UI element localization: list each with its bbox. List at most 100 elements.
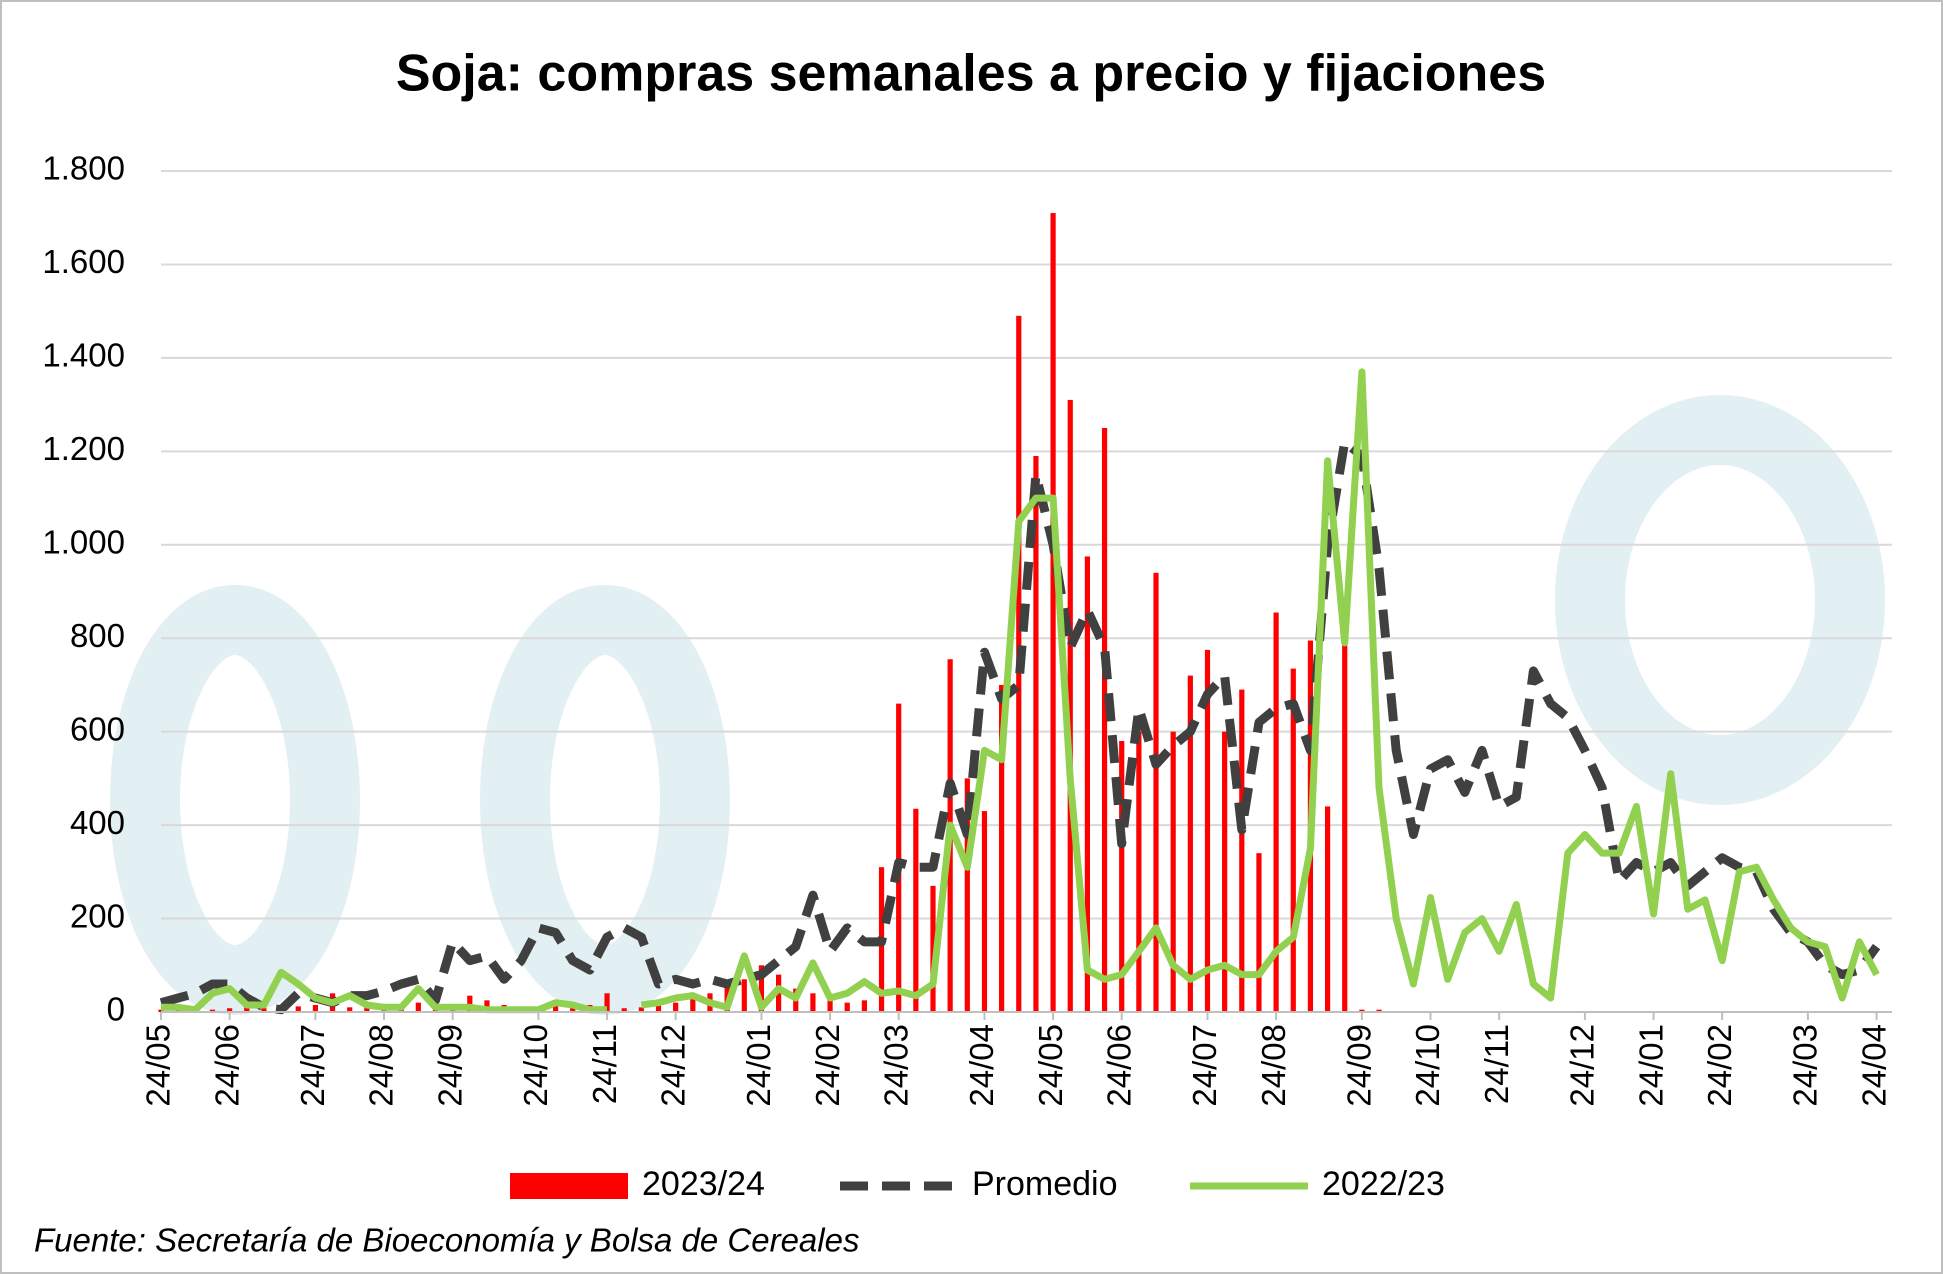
bar xyxy=(913,808,919,1012)
bar xyxy=(175,1009,181,1012)
x-tick-label: 24/04 xyxy=(1855,1024,1892,1107)
bar xyxy=(415,1002,421,1012)
bar xyxy=(1084,556,1091,1012)
bar xyxy=(810,993,816,1012)
bar xyxy=(964,778,970,1012)
bar xyxy=(758,965,765,1012)
bar xyxy=(244,1007,250,1012)
y-tick-label: 1.200 xyxy=(42,430,125,467)
x-tick-label: 24/02 xyxy=(1701,1024,1738,1107)
x-tick-label: 24/07 xyxy=(1186,1024,1223,1107)
bar xyxy=(1222,731,1228,1012)
x-tick-label: 24/12 xyxy=(1564,1024,1601,1107)
y-tick-label: 400 xyxy=(70,804,125,841)
x-tick-label: 24/10 xyxy=(1409,1024,1446,1107)
y-tick-label: 800 xyxy=(70,617,125,654)
y-tick-label: 1.400 xyxy=(42,337,125,374)
x-tick-label: 24/06 xyxy=(208,1024,245,1107)
bar xyxy=(1170,731,1176,1012)
bar xyxy=(1239,689,1245,1012)
bar xyxy=(1050,213,1056,1013)
bar xyxy=(1256,853,1262,1012)
x-tick-label: 24/08 xyxy=(1255,1024,1292,1107)
x-tick-label: 24/03 xyxy=(1787,1024,1824,1107)
y-tick-label: 0 xyxy=(107,991,125,1028)
bar xyxy=(621,1008,627,1012)
watermark-shape xyxy=(480,585,730,1015)
bar xyxy=(261,1008,267,1012)
bar xyxy=(295,1006,301,1012)
watermark xyxy=(110,395,1885,1015)
bar xyxy=(981,811,988,1012)
bar xyxy=(1119,741,1125,1012)
bar xyxy=(930,885,936,1012)
bar xyxy=(861,1000,867,1012)
x-tick-label: 24/12 xyxy=(654,1024,691,1107)
dashed-line xyxy=(159,437,1881,1015)
x-tick-label: 24/03 xyxy=(877,1024,914,1107)
bar xyxy=(1187,675,1193,1012)
bar xyxy=(1136,731,1142,1012)
axes: 0 200 400 600 800 1.000 1.200 1.400 1.600 1.800 24… xyxy=(42,150,1892,1107)
y-tick-label: 200 xyxy=(70,897,125,934)
legend-label: Promedio xyxy=(972,1165,1118,1203)
x-tick-label: 24/06 xyxy=(1100,1024,1137,1107)
bar xyxy=(896,703,902,1012)
bar xyxy=(312,1004,319,1012)
bar xyxy=(1342,638,1348,1012)
x-tick-label: 24/05 xyxy=(1032,1024,1069,1107)
watermark-shape xyxy=(1555,395,1885,805)
bar xyxy=(741,979,747,1012)
bar xyxy=(827,997,833,1012)
y-tick-label: 1.000 xyxy=(42,523,125,560)
bar xyxy=(690,997,696,1012)
x-tick-label: 24/07 xyxy=(294,1024,331,1107)
bar xyxy=(844,1002,850,1012)
line xyxy=(640,368,1880,1011)
x-tick-label: 24/01 xyxy=(1632,1024,1669,1107)
bar xyxy=(158,1009,164,1012)
bar xyxy=(1067,399,1073,1012)
bar xyxy=(1273,612,1279,1012)
x-tick-label: 24/04 xyxy=(963,1024,1000,1107)
bar xyxy=(552,1002,559,1012)
legend-label: 2023/24 xyxy=(642,1165,765,1203)
bar xyxy=(227,1008,233,1012)
chart-title: Soja: compras semanales a precio y fijac… xyxy=(396,45,1546,103)
bar xyxy=(999,684,1005,1012)
x-tick-label: 24/09 xyxy=(1341,1024,1378,1107)
x-tick-label: 24/11 xyxy=(1478,1024,1515,1104)
plot xyxy=(158,213,1881,1015)
bar xyxy=(1376,1009,1382,1012)
x-tick-label: 24/01 xyxy=(740,1024,777,1107)
legend-label: 2022/23 xyxy=(1322,1165,1445,1203)
bar xyxy=(347,1007,353,1012)
y-tick-label: 600 xyxy=(70,710,125,747)
bar xyxy=(364,1006,370,1012)
bar xyxy=(604,993,610,1012)
source-note: Fuente: Secretaría de Bioeconomía y Bols… xyxy=(34,1222,859,1259)
bar xyxy=(655,1004,662,1012)
x-tick-label: 24/11 xyxy=(586,1024,623,1104)
x-tick-label: 24/08 xyxy=(363,1024,400,1107)
y-tick-label: 1.800 xyxy=(42,150,125,187)
bar xyxy=(1101,427,1108,1012)
line xyxy=(161,968,607,1014)
bar xyxy=(638,1007,644,1012)
bar xyxy=(484,1000,490,1012)
bar xyxy=(1290,668,1296,1012)
bar xyxy=(209,1009,216,1012)
legend: 2023/24 Promedio 2022/23 xyxy=(510,1165,1445,1203)
watermark-shape xyxy=(110,585,360,1015)
x-tick-label: 24/09 xyxy=(431,1024,468,1107)
x-tick-label: 24/10 xyxy=(517,1024,554,1107)
bar xyxy=(1033,456,1039,1012)
x-tick-label: 24/05 xyxy=(140,1024,177,1107)
y-tick-label: 1.600 xyxy=(42,243,125,280)
bar xyxy=(1359,1009,1365,1012)
bar xyxy=(673,1002,679,1012)
x-tick-label: 24/02 xyxy=(809,1024,846,1107)
legend-swatch xyxy=(510,1173,628,1199)
bar xyxy=(1153,572,1159,1012)
